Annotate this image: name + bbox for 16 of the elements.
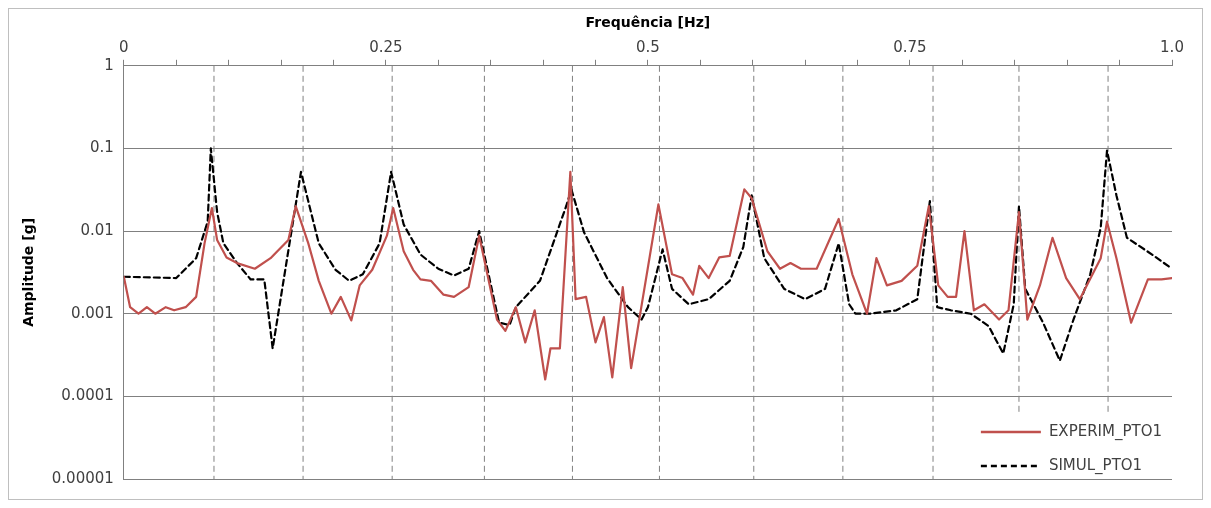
y-tick-label: 1 <box>104 55 114 74</box>
y-tick-label: 0.0001 <box>61 386 114 405</box>
x-tick-label: 1.0 <box>1160 37 1184 56</box>
x-axis-title: Frequência [Hz] <box>585 14 711 31</box>
x-tick-label: 0.25 <box>369 37 403 56</box>
x-tick-label: 0.75 <box>893 37 927 56</box>
x-tick-label: 0.5 <box>635 37 660 56</box>
x-tick-label: 0 <box>119 37 129 56</box>
line-series <box>123 147 1172 362</box>
y-tick-label: 0.00001 <box>51 468 114 487</box>
legend-label: EXPERIM_PTO1 <box>1048 421 1162 441</box>
legend-label: SIMUL_PTO1 <box>1048 455 1143 475</box>
y-tick-label: 0.01 <box>80 220 114 239</box>
y-tick-label: 0.1 <box>89 138 114 157</box>
y-tick-label: 0.001 <box>70 303 114 322</box>
y-axis-title: Amplitude [g] <box>20 217 37 327</box>
